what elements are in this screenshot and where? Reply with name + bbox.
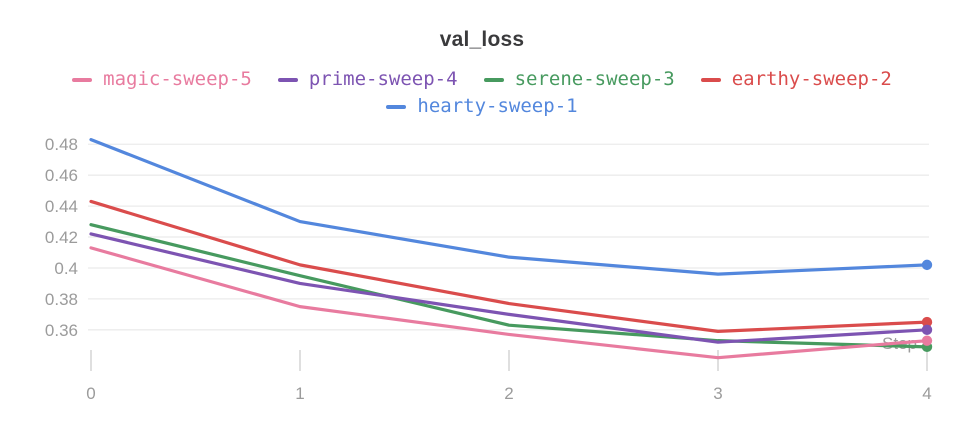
series-line-magic-sweep-5[interactable] xyxy=(89,246,929,360)
legend-swatch-icon xyxy=(72,77,93,82)
x-tick-label: 2 xyxy=(504,384,513,403)
y-tick-label: 0.48 xyxy=(45,135,78,154)
chart-legend: magic-sweep-5 prime-sweep-4 serene-sweep-3… xyxy=(0,66,964,120)
x-tick-label: 3 xyxy=(713,384,722,403)
series-line-serene-sweep-3[interactable] xyxy=(89,223,929,349)
legend-swatch-icon xyxy=(277,77,298,82)
x-tick-label: 4 xyxy=(922,384,931,403)
end-marker-earthy-sweep-2[interactable] xyxy=(921,316,933,328)
legend-item-label: prime-sweep-4 xyxy=(308,68,458,90)
y-tick-label: 0.44 xyxy=(45,197,78,216)
legend-item-label: magic-sweep-5 xyxy=(103,68,252,90)
end-marker-magic-sweep-5[interactable] xyxy=(921,335,933,346)
end-marker-hearty-sweep-1[interactable] xyxy=(921,259,933,271)
legend-item-magic-sweep-5[interactable]: magic-sweep-5 xyxy=(72,66,252,93)
legend-item-serene-sweep-3[interactable]: serene-sweep-3 xyxy=(483,66,675,93)
series-line-earthy-sweep-2[interactable] xyxy=(89,199,929,333)
x-tick-label: 1 xyxy=(295,384,304,403)
legend-item-label: serene-sweep-3 xyxy=(514,68,675,90)
legend-swatch-icon xyxy=(700,77,721,82)
x-tick-label: 0 xyxy=(86,384,95,403)
end-marker-prime-sweep-4[interactable] xyxy=(921,324,933,336)
legend-item-label: earthy-sweep-2 xyxy=(731,68,892,90)
legend-swatch-icon xyxy=(483,77,504,82)
legend-item-label: hearty-sweep-1 xyxy=(417,95,578,117)
y-tick-label: 0.4 xyxy=(54,259,78,278)
legend-item-prime-sweep-4[interactable]: prime-sweep-4 xyxy=(277,66,458,93)
legend-row: magic-sweep-5 prime-sweep-4 serene-sweep-3… xyxy=(0,66,964,93)
series-line-hearty-sweep-1[interactable] xyxy=(89,137,929,276)
chart-title: val_loss xyxy=(439,28,525,51)
series-line-prime-sweep-4[interactable] xyxy=(89,232,929,344)
legend-item-earthy-sweep-2[interactable]: earthy-sweep-2 xyxy=(700,66,892,93)
legend-row: hearty-sweep-1 xyxy=(0,93,964,120)
y-tick-label: 0.36 xyxy=(45,321,78,340)
y-tick-label: 0.38 xyxy=(45,290,78,309)
y-tick-label: 0.42 xyxy=(45,228,78,247)
legend-swatch-icon xyxy=(386,104,407,109)
legend-item-hearty-sweep-1[interactable]: hearty-sweep-1 xyxy=(386,93,578,120)
y-tick-label: 0.46 xyxy=(45,166,78,185)
